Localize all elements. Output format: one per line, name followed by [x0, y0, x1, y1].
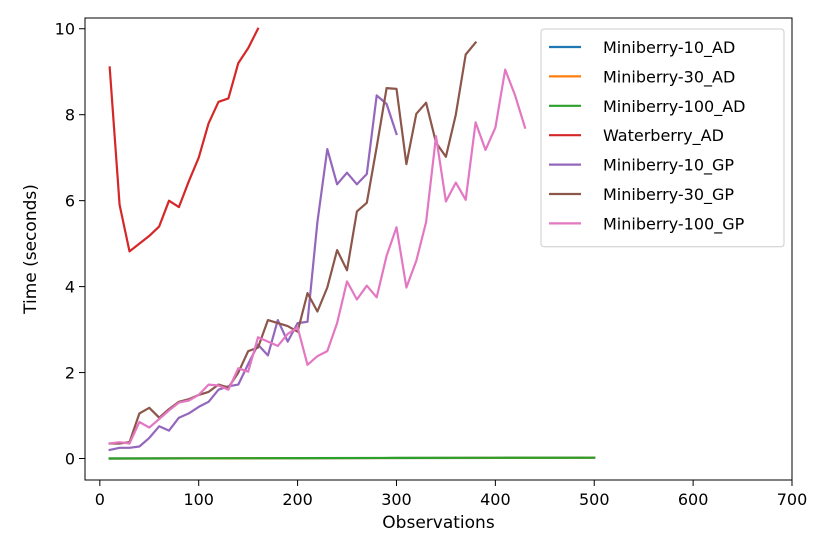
x-axis-title: Observations [382, 513, 495, 533]
y-tick-label: 0 [65, 450, 75, 469]
y-tick-label: 2 [65, 364, 75, 383]
x-tick-label: 300 [381, 490, 412, 509]
y-axis-title: Time (seconds) [21, 184, 41, 315]
legend-frame [540, 28, 785, 248]
series-line-waterberry-ad [108, 27, 260, 253]
legend-label: Miniberry-10_GP [603, 156, 734, 176]
y-tick-label: 10 [55, 20, 75, 39]
x-tick-label: 200 [282, 490, 313, 509]
series-layer [108, 27, 596, 460]
y-tick-label: 8 [65, 106, 75, 125]
series-line-miniberry-10-gp [108, 94, 398, 452]
legend-label: Miniberry-30_GP [603, 185, 734, 205]
legend-label: Waterberry_AD [603, 126, 724, 146]
y-tick-label: 4 [65, 278, 75, 297]
series-line-miniberry-100-ad [108, 456, 596, 460]
x-axis: 0 100 200 300 400 500 600 700 [95, 480, 808, 509]
plot-frame [84, 17, 793, 481]
x-tick-label: 400 [480, 490, 511, 509]
x-tick-label: 100 [183, 490, 214, 509]
y-axis: 0 2 4 6 8 10 [55, 20, 85, 469]
x-tick-label: 500 [579, 490, 610, 509]
x-tick-label: 700 [777, 490, 808, 509]
x-tick-label: 0 [95, 490, 105, 509]
y-tick-label: 6 [65, 192, 75, 211]
legend-label: Miniberry-10_AD [603, 38, 735, 58]
legend-label: Miniberry-100_GP [603, 214, 745, 234]
series-line-miniberry-100-gp [108, 68, 527, 445]
legend-label: Miniberry-30_AD [603, 67, 735, 87]
x-tick-label: 600 [678, 490, 709, 509]
legend-label: Miniberry-100_AD [603, 97, 745, 117]
legend: Miniberry-10_AD Miniberry-30_AD Miniberry-… [540, 28, 785, 248]
